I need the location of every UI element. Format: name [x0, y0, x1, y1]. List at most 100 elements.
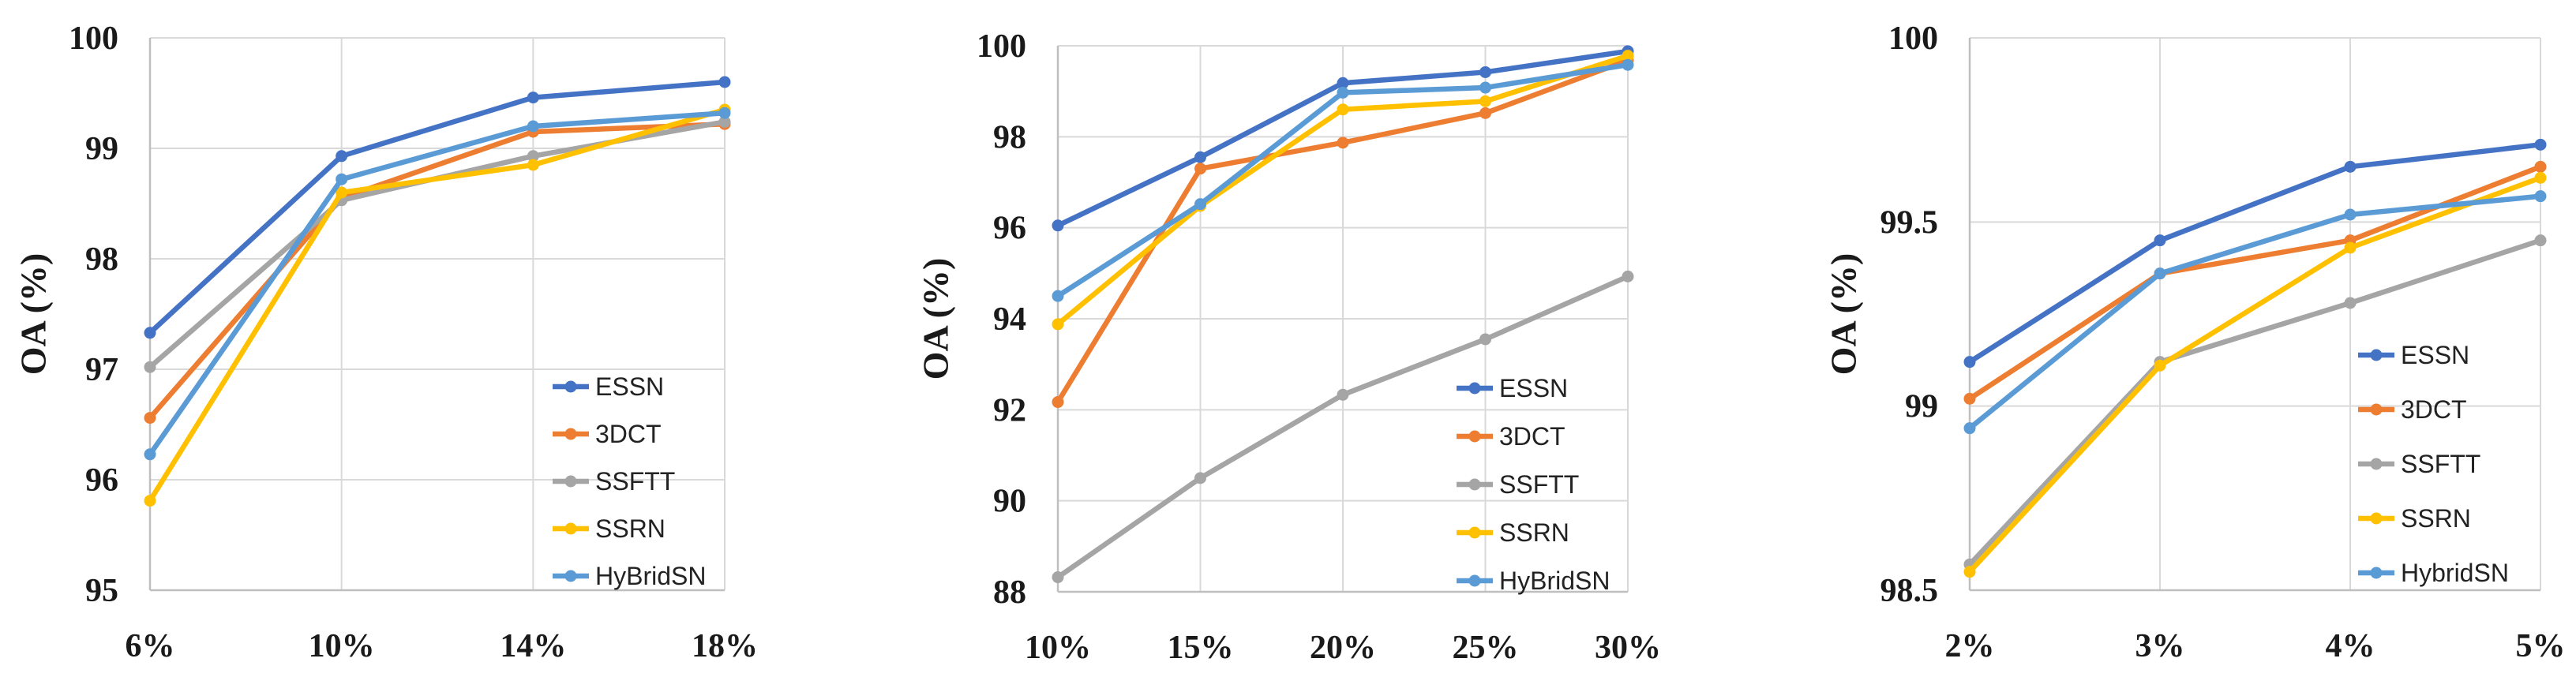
- y-tick-label: 98.5: [1880, 573, 1939, 609]
- data-point-ssftt: [144, 361, 156, 373]
- series-line-hybridsn: [147, 110, 728, 458]
- legend-marker-ssrn: [1468, 526, 1481, 539]
- y-tick-label: 100: [977, 28, 1026, 65]
- data-point-hybridsn: [2534, 190, 2547, 203]
- x-tick-label: 10%: [1025, 630, 1091, 666]
- data-point-3dct: [1963, 392, 1976, 405]
- data-point-ssftt: [1622, 270, 1634, 282]
- y-tick-label: 99.5: [1880, 204, 1939, 241]
- legend-marker-hybridsn: [1468, 574, 1481, 587]
- data-point-ssrn: [1337, 103, 1349, 116]
- y-axis-label: OA (%): [13, 253, 54, 376]
- data-point-ssrn: [1479, 95, 1491, 107]
- data-point-hybridsn: [336, 173, 348, 185]
- legend-label-ssftt: SSFTT: [595, 467, 675, 496]
- chart-panel-2: 88 90 92 94 96 98 100 10% 15% 20% 25% 30% OA (%) ESSN…: [916, 28, 1662, 666]
- series-line-ssrn: [1967, 175, 2544, 574]
- legend-label-ssftt: SSFTT: [1499, 470, 1579, 499]
- data-point-hybridsn: [1963, 422, 1976, 435]
- legend-label-essn: ESSN: [1499, 374, 1568, 402]
- data-point-essn: [1194, 151, 1206, 163]
- data-point-hybridsn: [1337, 86, 1349, 99]
- x-tick-label: 18%: [692, 628, 758, 664]
- legend-marker-hybridsn: [564, 570, 577, 582]
- x-tick-label: 15%: [1168, 630, 1234, 666]
- x-tick-label: 3%: [2135, 628, 2185, 664]
- data-point-hybridsn: [1052, 290, 1064, 302]
- data-point-ssrn: [1963, 566, 1976, 578]
- legend-label-3dct: 3DCT: [2401, 395, 2467, 424]
- legend-marker-ssftt: [564, 475, 577, 488]
- y-tick-label: 96: [993, 211, 1026, 247]
- data-point-ssrn: [527, 159, 539, 171]
- y-tick-label: 90: [993, 484, 1026, 520]
- data-point-essn: [2154, 234, 2166, 247]
- legend-marker-hybridsn: [2370, 567, 2383, 579]
- y-tick-label: 99: [85, 131, 118, 167]
- y-tick-label: 94: [993, 301, 1026, 338]
- y-tick-label: 92: [993, 392, 1026, 428]
- data-point-hybridsn: [527, 120, 539, 133]
- legend-label-3dct: 3DCT: [1499, 422, 1565, 451]
- x-tick-label: 20%: [1310, 630, 1376, 666]
- legend-label-ssrn: SSRN: [595, 514, 666, 543]
- legend-label-hybridsn: HyBridSN: [595, 562, 706, 590]
- chart-panel-3: 98.5 99 99.5 100 2% 3% 4% 5% OA (%) ESSN 3DCT SSFTT…: [1824, 21, 2566, 664]
- data-point-3dct: [2534, 160, 2547, 173]
- legend-label-hybridsn: HyBridSN: [1499, 567, 1610, 595]
- legend-label-ssrn: SSRN: [2401, 504, 2471, 533]
- data-point-hybridsn: [718, 107, 731, 119]
- data-point-ssrn: [1052, 318, 1064, 331]
- y-tick-label: 100: [1888, 21, 1938, 57]
- series-line-hybridsn: [1967, 193, 2544, 431]
- legend-marker-essn: [2370, 349, 2383, 361]
- data-point-3dct: [1479, 107, 1491, 119]
- data-point-essn: [1337, 77, 1349, 89]
- legend-marker-ssrn: [564, 522, 577, 535]
- legend-label-essn: ESSN: [2401, 341, 2469, 369]
- legend-marker-3dct: [1468, 430, 1481, 443]
- legend-label-essn: ESSN: [595, 372, 664, 401]
- x-tick-label: 5%: [2516, 628, 2566, 664]
- data-point-ssftt: [718, 115, 731, 128]
- data-point-ssftt: [1337, 388, 1349, 401]
- series-line-ssftt: [1967, 238, 2544, 567]
- chart-panel-1: 95 96 97 98 99 100 6% 10% 14% 18% OA (%) ESSN 3DCT SS…: [13, 21, 759, 664]
- data-point-ssftt: [2344, 297, 2357, 309]
- data-point-hybridsn: [1194, 198, 1206, 211]
- series-line-essn: [147, 79, 728, 336]
- x-tick-label: 10%: [309, 628, 375, 664]
- legend-marker-3dct: [2370, 403, 2383, 416]
- legend-label-3dct: 3DCT: [595, 420, 662, 448]
- y-axis-label: OA (%): [1824, 253, 1864, 376]
- data-point-essn: [718, 76, 731, 88]
- x-tick-label: 6%: [126, 628, 175, 664]
- data-point-ssrn: [2154, 359, 2166, 372]
- legend-marker-3dct: [564, 428, 577, 440]
- data-point-3dct: [144, 412, 156, 425]
- data-point-ssftt: [527, 150, 539, 163]
- x-tick-label: 25%: [1453, 630, 1519, 666]
- data-point-ssftt: [1479, 333, 1491, 346]
- y-tick-label: 96: [85, 462, 118, 499]
- y-axis-label: OA (%): [916, 258, 956, 380]
- legend-label-ssrn: SSRN: [1499, 518, 1569, 547]
- data-point-essn: [2534, 138, 2547, 151]
- legend-marker-essn: [564, 380, 577, 393]
- x-tick-label: 2%: [1945, 628, 1995, 664]
- data-point-essn: [144, 327, 156, 339]
- legend-label-ssftt: SSFTT: [2401, 450, 2480, 478]
- data-point-hybridsn: [1622, 58, 1634, 71]
- data-point-hybridsn: [2154, 267, 2166, 280]
- data-point-hybridsn: [1479, 81, 1491, 94]
- data-point-ssrn: [336, 186, 348, 199]
- legend-label-hybridsn: HybridSN: [2401, 559, 2509, 587]
- y-tick-label: 95: [85, 573, 118, 609]
- data-point-essn: [1052, 219, 1064, 232]
- y-tick-label: 88: [993, 574, 1026, 611]
- data-point-ssftt: [1194, 472, 1206, 484]
- legend-marker-ssrn: [2370, 512, 2383, 525]
- data-point-essn: [336, 150, 348, 163]
- data-point-ssftt: [2534, 234, 2547, 247]
